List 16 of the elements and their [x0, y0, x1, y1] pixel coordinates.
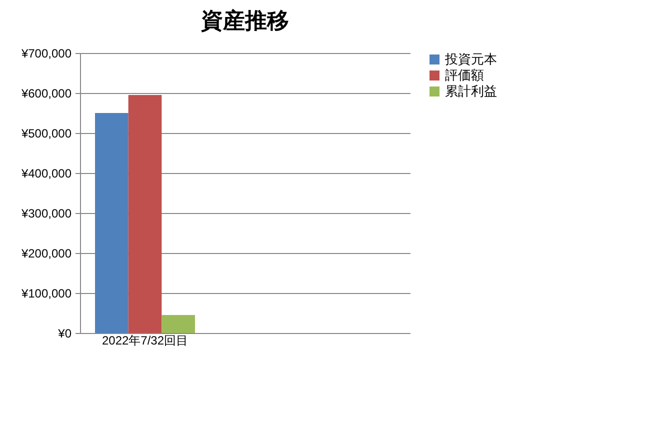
bar	[95, 113, 128, 333]
bar	[162, 315, 195, 333]
legend-label: 累計利益	[445, 84, 497, 98]
y-tick-label: ¥600,000	[20, 86, 72, 100]
y-tick-label: ¥300,000	[20, 206, 72, 220]
y-tick-label: ¥100,000	[20, 286, 72, 300]
y-tick-label: ¥400,000	[20, 166, 72, 180]
legend-label: 評価額	[445, 68, 484, 82]
y-tick-label: ¥500,000	[20, 126, 72, 140]
y-tick-label: ¥0	[57, 326, 72, 340]
legend-label: 投資元本	[444, 52, 497, 66]
x-tick-label: 2022年7/32回目	[102, 334, 188, 348]
chart-title: 資産推移	[200, 8, 289, 33]
bar	[128, 95, 162, 333]
y-tick-label: ¥200,000	[20, 246, 72, 260]
y-tick-label: ¥700,000	[20, 46, 72, 60]
